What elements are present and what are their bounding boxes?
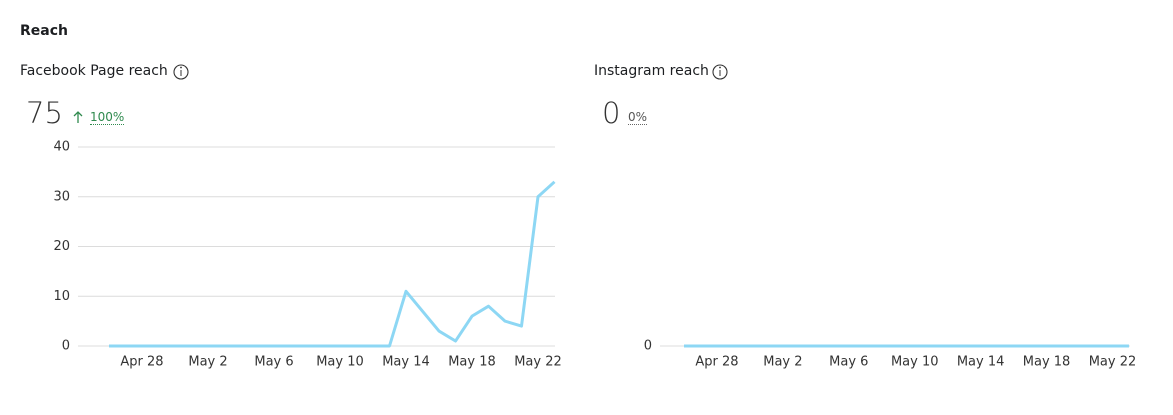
x-tick-label: May 18: [448, 355, 496, 370]
x-tick-label: May 2: [188, 355, 227, 370]
x-tick-label: May 14: [382, 355, 430, 370]
y-tick-label: 0: [62, 339, 70, 354]
section-title: Reach: [20, 23, 68, 39]
series-line: [109, 180, 556, 348]
x-tick-label: Apr 28: [120, 355, 163, 370]
x-tick-label: May 22: [514, 355, 562, 370]
kpi-change: 100%: [90, 110, 125, 125]
y-tick-label: 0: [644, 339, 652, 354]
x-tick-label: May 18: [1023, 355, 1071, 370]
x-tick-label: May 2: [763, 355, 802, 370]
y-tick-label: 40: [53, 140, 70, 155]
x-tick-label: May 10: [891, 355, 939, 370]
chart-title: Facebook Page reach: [20, 63, 168, 79]
x-tick-label: May 6: [254, 355, 293, 370]
x-tick-label: May 14: [957, 355, 1005, 370]
kpi-value: 75: [26, 96, 63, 130]
x-tick-label: May 10: [316, 355, 364, 370]
kpi-value: 0: [602, 96, 621, 130]
x-tick-label: May 22: [1089, 355, 1137, 370]
y-tick-label: 20: [53, 239, 70, 254]
kpi-change: 0%: [628, 110, 648, 125]
x-tick-label: Apr 28: [695, 355, 738, 370]
x-tick-label: May 6: [829, 355, 868, 370]
chart-title: Instagram reach: [594, 63, 709, 79]
y-tick-label: 10: [53, 289, 70, 304]
y-tick-label: 30: [53, 189, 70, 204]
